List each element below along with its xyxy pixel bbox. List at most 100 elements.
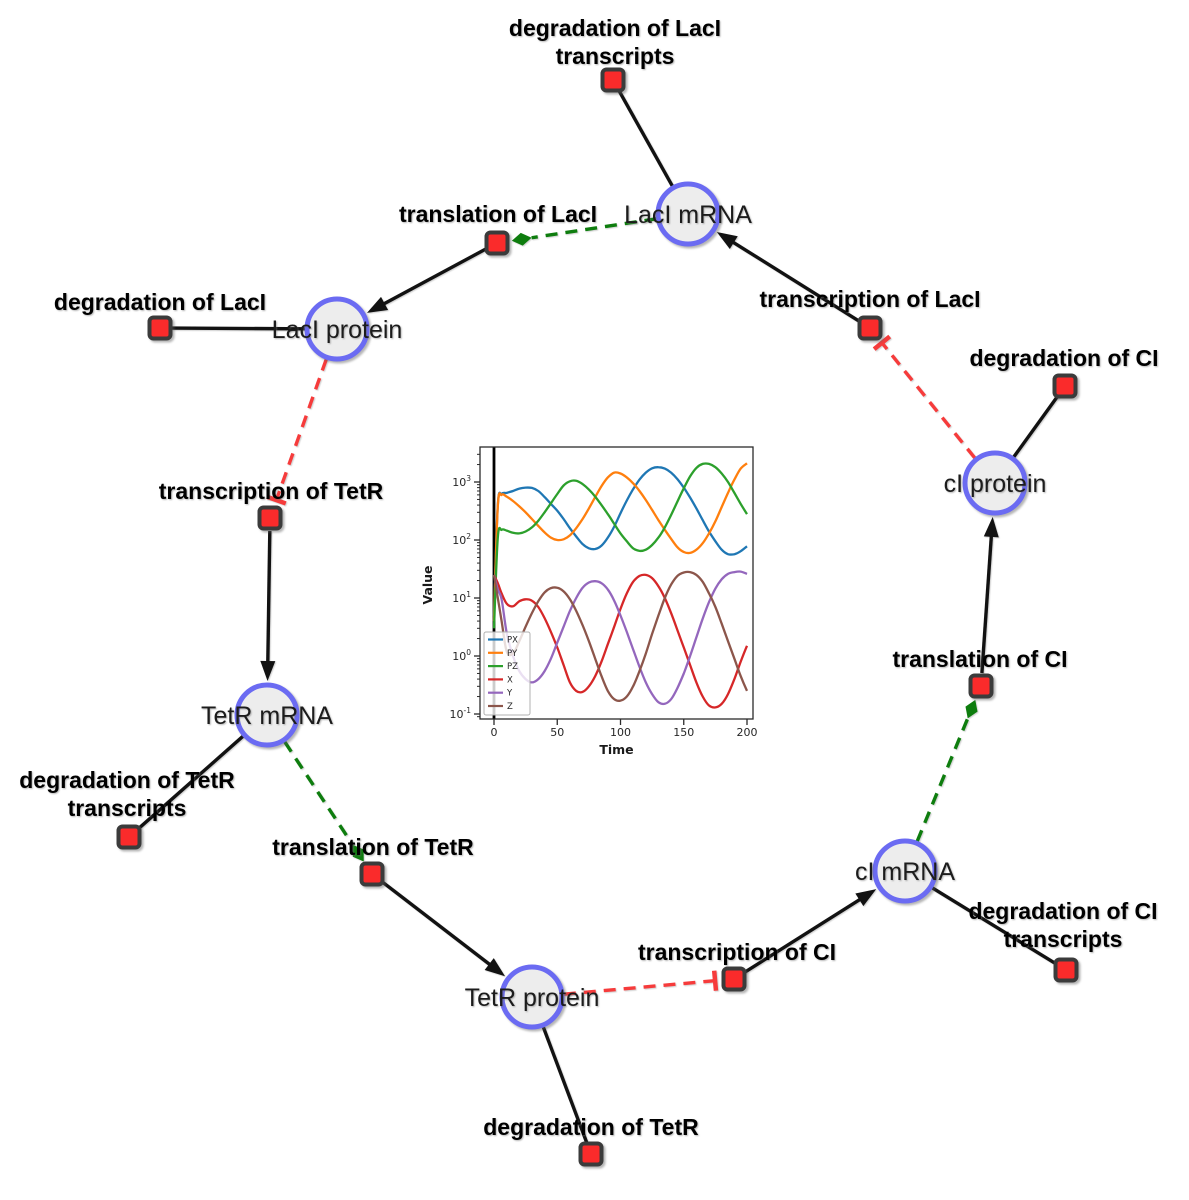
edge-tetr-mrna-transl-tetr — [283, 740, 364, 862]
species-label-ci-protein: cI protein — [944, 470, 1047, 498]
species-node-ci-mrna[interactable] — [872, 838, 938, 904]
species-node-laci-protein[interactable] — [304, 296, 370, 362]
edge-laci-mrna-deg-laci-tx — [617, 89, 674, 187]
edge-transc-tetr-tetr-mrna — [260, 530, 276, 682]
reaction-node-transc-laci[interactable] — [857, 315, 883, 341]
reaction-label-deg-laci: degradation of LacI — [54, 289, 266, 315]
arrowhead — [484, 958, 506, 977]
svg-text:Z: Z — [507, 702, 513, 712]
edge-transc-laci-laci-mrna — [716, 232, 860, 323]
diamond-head — [965, 699, 978, 719]
legend-item-Y: Y — [488, 689, 513, 699]
species-node-laci-mrna[interactable] — [655, 181, 721, 247]
arrowhead — [983, 516, 999, 538]
plot-frame — [479, 446, 754, 720]
plot-background — [420, 433, 773, 765]
reaction-node-deg-ci-tx[interactable] — [1053, 957, 1079, 983]
edges-layer — [136, 89, 1060, 1144]
legend-item-PZ: PZ — [488, 662, 518, 672]
reaction-node-transc-tetr[interactable] — [257, 505, 283, 531]
reaction-label-transc-laci: transcription of LacI — [759, 286, 980, 312]
reaction-node-transl-ci[interactable] — [968, 673, 994, 699]
timecourse-plot: 0 50 100 150 20010-1100101102103TimeValuePXP… — [420, 433, 773, 765]
svg-text:50: 50 — [550, 726, 564, 739]
edge-transc-ci-ci-mrna — [744, 889, 877, 974]
edge-transl-tetr-tetr-protein — [381, 880, 506, 977]
edge-laci-protein-transc-tetr — [266, 358, 328, 506]
diamond-head — [511, 232, 532, 246]
arrowhead — [855, 889, 877, 907]
series-Y-line — [492, 570, 748, 706]
legend-item-Z: Z — [488, 702, 513, 712]
inhibit-bar — [872, 334, 892, 351]
inhibit-bar — [266, 494, 287, 506]
edge-laci-protein-deg-laci — [171, 326, 306, 331]
svg-text:150: 150 — [673, 726, 694, 739]
reaction-node-deg-tetr-tx[interactable] — [116, 824, 142, 850]
species-label-ci-mrna: cI mRNA — [855, 858, 955, 886]
series-PY-line — [492, 462, 748, 622]
plot-series — [492, 462, 749, 709]
edge-ci-mrna-deg-ci-tx — [931, 886, 1057, 966]
edge-tetr-protein-transc-ci — [563, 970, 719, 996]
reaction-label-deg-ci-tx: degradation of CI transcripts — [968, 898, 1157, 952]
svg-text:PX: PX — [507, 636, 518, 646]
reaction-node-deg-tetr[interactable] — [578, 1141, 604, 1167]
reaction-label-deg-tetr-tx: degradation of TetR transcripts — [19, 767, 235, 821]
species-node-tetr-mrna[interactable] — [234, 682, 300, 748]
y-axis-label: Value — [420, 565, 435, 604]
reaction-node-transl-tetr[interactable] — [359, 861, 385, 887]
edge-ci-protein-deg-ci — [1012, 394, 1060, 459]
arrowhead — [366, 296, 389, 313]
reaction-node-deg-ci[interactable] — [1052, 373, 1078, 399]
series-PX-line — [492, 466, 748, 616]
reaction-node-deg-laci-tx[interactable] — [600, 67, 626, 93]
x-axis-label: Time — [599, 742, 633, 757]
diamond-head — [352, 844, 364, 862]
reaction-label-transc-tetr: transcription of TetR — [159, 478, 384, 504]
reaction-node-transc-ci[interactable] — [721, 966, 747, 992]
svg-text:200: 200 — [737, 726, 758, 739]
species-node-ci-protein[interactable] — [962, 450, 1028, 516]
species-label-tetr-mrna: TetR mRNA — [201, 702, 333, 730]
species-label-tetr-protein: TetR protein — [465, 984, 600, 1012]
reaction-node-transl-laci[interactable] — [484, 230, 510, 256]
arrowhead — [716, 232, 738, 250]
labels-layer: LacI mRNA LacI protein TetR mRNA TetR prote… — [19, 15, 1158, 1140]
svg-text:X: X — [507, 675, 513, 685]
reaction-label-transc-ci: transcription of CI — [638, 939, 836, 965]
reaction-label-transl-tetr: translation of TetR — [272, 834, 474, 860]
edge-tetr-mrna-deg-tetr-tx — [136, 734, 245, 831]
edge-transl-laci-laci-protein — [366, 247, 487, 313]
series-PZ-line — [492, 462, 748, 629]
species-label-laci-mrna: LacI mRNA — [624, 201, 752, 229]
species-label-laci-protein: LacI protein — [272, 316, 403, 344]
legend-item-X: X — [488, 675, 513, 685]
reaction-label-deg-laci-tx: degradation of LacI transcripts — [509, 15, 721, 69]
x-axis-ticks: 0 50 100 150 200 — [491, 719, 758, 739]
svg-text:PZ: PZ — [507, 662, 518, 672]
reaction-node-deg-laci[interactable] — [147, 315, 173, 341]
edge-transl-ci-ci-protein — [980, 516, 999, 674]
edge-tetr-protein-deg-tetr — [541, 1026, 589, 1144]
legend-item-PY: PY — [488, 649, 518, 659]
reaction-label-transl-laci: translation of LacI — [399, 201, 597, 227]
reaction-label-deg-ci: degradation of CI — [969, 345, 1158, 371]
series-Z-line — [492, 570, 749, 702]
series-X-line — [492, 573, 749, 709]
edge-ci-mrna-transl-ci — [915, 699, 978, 843]
nodes-layer — [116, 67, 1079, 1167]
edge-laci-mrna-transl-laci — [511, 217, 657, 246]
svg-text:Y: Y — [506, 689, 513, 699]
arrowhead — [260, 660, 276, 682]
legend-item-PX: PX — [488, 636, 518, 646]
reaction-label-deg-tetr: degradation of TetR — [483, 1114, 699, 1140]
svg-text:100: 100 — [610, 726, 631, 739]
reaction-label-transl-ci: translation of CI — [892, 646, 1067, 672]
species-node-tetr-protein[interactable] — [499, 964, 565, 1030]
edge-ci-protein-transc-laci — [872, 334, 977, 460]
plot-legend: PX PY PZ XYZ — [483, 631, 531, 716]
svg-text:0: 0 — [491, 726, 498, 739]
